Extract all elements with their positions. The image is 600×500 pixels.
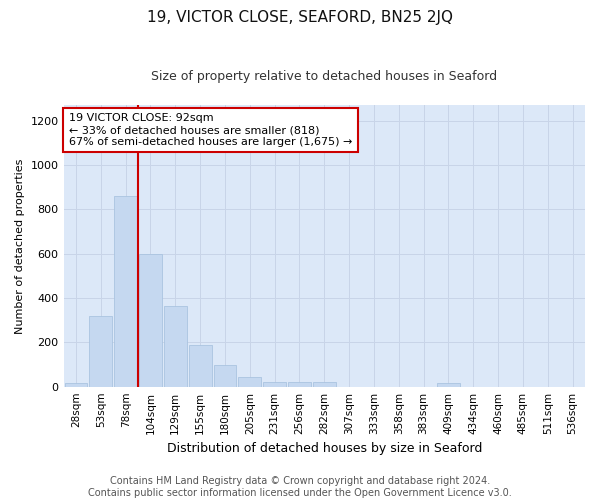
Bar: [164, 306, 187, 386]
Bar: [114, 196, 137, 386]
Text: 19 VICTOR CLOSE: 92sqm
← 33% of detached houses are smaller (818)
67% of semi-de: 19 VICTOR CLOSE: 92sqm ← 33% of detached…: [69, 114, 352, 146]
Bar: [65, 384, 88, 386]
Text: Contains HM Land Registry data © Crown copyright and database right 2024.
Contai: Contains HM Land Registry data © Crown c…: [88, 476, 512, 498]
Bar: [139, 254, 162, 386]
Bar: [89, 316, 112, 386]
Bar: [288, 382, 311, 386]
Bar: [238, 376, 261, 386]
Title: Size of property relative to detached houses in Seaford: Size of property relative to detached ho…: [151, 70, 497, 83]
Y-axis label: Number of detached properties: Number of detached properties: [15, 158, 25, 334]
X-axis label: Distribution of detached houses by size in Seaford: Distribution of detached houses by size …: [167, 442, 482, 455]
Bar: [313, 382, 335, 386]
Bar: [214, 364, 236, 386]
Bar: [263, 382, 286, 386]
Bar: [188, 344, 212, 387]
Bar: [437, 384, 460, 386]
Text: 19, VICTOR CLOSE, SEAFORD, BN25 2JQ: 19, VICTOR CLOSE, SEAFORD, BN25 2JQ: [147, 10, 453, 25]
